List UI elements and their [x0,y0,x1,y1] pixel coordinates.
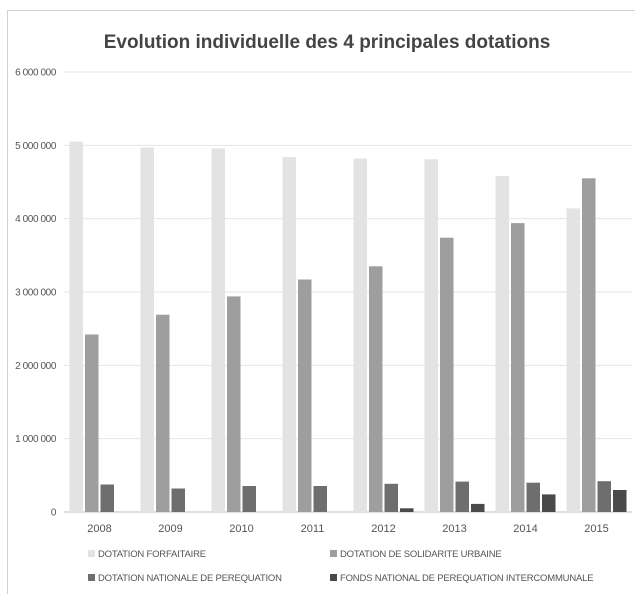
x-axis: 2008 2009 2010 2011 2012 2013 2014 2015 [87,523,608,535]
y-tick-label: 4 000 000 [15,214,57,225]
legend-swatch [88,550,95,557]
bar-2008-series-3 [100,484,114,512]
bar-2011-series-2 [298,279,312,512]
legend-label: DOTATION NATIONALE DE PEREQUATION [98,573,282,584]
y-tick-label: 1 000 000 [15,434,57,445]
legend: DOTATION FORFAITAIRE DOTATION DE SOLIDARI… [88,549,594,584]
bar-2012-series-3 [384,483,398,512]
x-tick-label: 2014 [513,523,537,535]
bar-2014-series-3 [526,482,540,512]
bar-2013-series-1 [424,159,438,513]
legend-label: DOTATION FORFAITAIRE [98,549,206,560]
bar-2011-series-3 [313,486,327,512]
bar-2014-series-4 [542,494,556,512]
bars [69,141,627,513]
y-tick-label: 3 000 000 [15,288,57,299]
x-tick-label: 2009 [158,523,182,535]
bar-2008-series-1 [69,141,83,512]
bar-2014-series-1 [495,176,509,512]
x-tick-label: 2010 [229,523,253,535]
bar-2015-series-2 [582,178,596,513]
x-tick-label: 2011 [301,523,325,535]
legend-label: FONDS NATIONAL DE PEREQUATION INTERCOMMU… [340,573,593,584]
y-tick-label: 0 [51,508,57,519]
bar-2010-series-1 [211,148,225,513]
chart-title: Evolution individuelle des 4 principales… [104,32,551,53]
bar-2009-series-3 [171,488,185,512]
x-tick-label: 2008 [87,523,111,535]
legend-swatch [330,574,337,581]
bar-2012-series-2 [369,266,383,512]
y-tick-label: 5 000 000 [15,141,57,152]
bar-2013-series-4 [471,503,485,512]
chart-frame [7,10,635,594]
bar-2013-series-3 [455,481,469,512]
bar-2013-series-2 [440,237,454,512]
bar-2010-series-2 [227,296,241,512]
x-tick-label: 2013 [442,523,466,535]
bar-2015-series-4 [613,490,627,512]
bar-2012-series-1 [353,158,367,512]
bar-2015-series-3 [597,481,611,512]
y-axis: 0 1 000 000 2 000 000 3 000 000 4 000 000 5 0… [15,68,57,519]
x-tick-label: 2012 [371,523,395,535]
bar-2009-series-1 [140,147,154,512]
legend-swatch [88,574,95,581]
bar-2014-series-2 [511,223,525,512]
bar-2012-series-4 [400,508,414,512]
bar-2009-series-2 [156,314,170,512]
bar-2008-series-2 [85,334,99,512]
y-tick-label: 2 000 000 [15,361,57,372]
y-tick-label: 6 000 000 [15,68,57,79]
grid [64,71,632,513]
bar-2010-series-3 [242,486,256,512]
legend-label: DOTATION DE SOLIDARITE URBAINE [340,549,502,560]
x-tick-label: 2015 [584,523,608,535]
bar-2011-series-1 [282,157,296,512]
legend-swatch [330,550,337,557]
bar-2015-series-1 [566,208,580,512]
